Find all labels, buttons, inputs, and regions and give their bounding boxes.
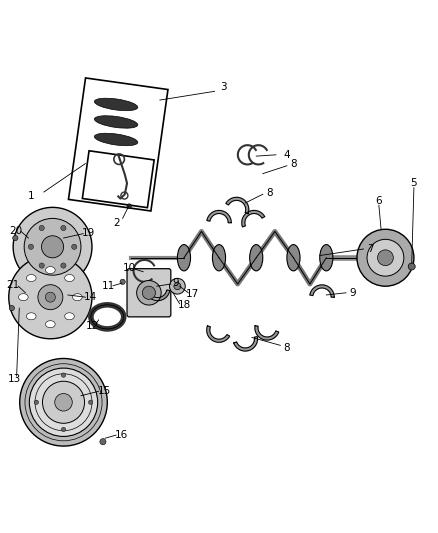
Circle shape xyxy=(88,400,93,405)
Text: 7: 7 xyxy=(367,244,374,254)
Ellipse shape xyxy=(73,294,82,301)
Circle shape xyxy=(71,244,77,249)
Ellipse shape xyxy=(65,313,74,320)
Polygon shape xyxy=(255,326,279,340)
Ellipse shape xyxy=(250,245,263,271)
Polygon shape xyxy=(207,211,231,223)
Ellipse shape xyxy=(320,245,333,271)
Circle shape xyxy=(378,250,393,265)
Text: 15: 15 xyxy=(98,386,111,396)
Circle shape xyxy=(24,219,81,275)
Text: 9: 9 xyxy=(172,278,179,288)
Text: 12: 12 xyxy=(85,321,99,330)
Circle shape xyxy=(61,225,66,231)
Circle shape xyxy=(9,255,92,339)
Circle shape xyxy=(39,225,44,231)
Text: 17: 17 xyxy=(186,289,199,298)
Circle shape xyxy=(137,280,161,305)
Circle shape xyxy=(42,381,85,423)
Polygon shape xyxy=(242,211,265,227)
Circle shape xyxy=(28,244,33,249)
Ellipse shape xyxy=(94,116,138,128)
Ellipse shape xyxy=(212,245,226,271)
Ellipse shape xyxy=(287,245,300,271)
Text: 21: 21 xyxy=(7,280,20,290)
Polygon shape xyxy=(234,337,258,351)
Ellipse shape xyxy=(94,98,138,111)
Text: 19: 19 xyxy=(82,228,95,238)
Circle shape xyxy=(29,368,98,437)
Circle shape xyxy=(61,373,66,377)
Text: 13: 13 xyxy=(8,374,21,384)
Text: 10: 10 xyxy=(123,263,136,273)
Ellipse shape xyxy=(46,321,55,328)
Text: 11: 11 xyxy=(102,281,115,291)
Ellipse shape xyxy=(18,294,28,301)
Circle shape xyxy=(127,204,131,208)
Ellipse shape xyxy=(46,266,55,273)
Text: 6: 6 xyxy=(375,196,382,206)
Ellipse shape xyxy=(65,274,74,281)
Circle shape xyxy=(61,263,66,268)
Text: 8: 8 xyxy=(266,188,273,198)
Circle shape xyxy=(34,400,39,405)
Circle shape xyxy=(55,393,72,411)
Circle shape xyxy=(13,236,18,241)
Circle shape xyxy=(142,286,155,300)
Circle shape xyxy=(100,439,106,445)
Text: 16: 16 xyxy=(115,430,128,440)
Circle shape xyxy=(46,292,55,302)
Polygon shape xyxy=(310,285,334,297)
Circle shape xyxy=(408,263,415,270)
Circle shape xyxy=(174,282,181,290)
Circle shape xyxy=(357,229,414,286)
Circle shape xyxy=(20,359,107,446)
Text: 3: 3 xyxy=(220,82,227,92)
Circle shape xyxy=(39,263,44,268)
FancyBboxPatch shape xyxy=(127,269,171,317)
Circle shape xyxy=(13,207,92,286)
Circle shape xyxy=(367,239,404,276)
Text: 1: 1 xyxy=(27,191,34,201)
Ellipse shape xyxy=(26,274,36,281)
Circle shape xyxy=(120,279,125,285)
Polygon shape xyxy=(207,326,230,342)
Text: 8: 8 xyxy=(290,159,297,168)
Ellipse shape xyxy=(94,133,138,146)
Polygon shape xyxy=(226,197,249,214)
Ellipse shape xyxy=(26,313,36,320)
Text: 8: 8 xyxy=(283,343,290,352)
Text: 20: 20 xyxy=(10,225,23,236)
Circle shape xyxy=(42,236,64,258)
Text: 18: 18 xyxy=(178,300,191,310)
Polygon shape xyxy=(145,288,170,301)
Text: 14: 14 xyxy=(84,292,97,302)
Circle shape xyxy=(9,305,14,311)
Ellipse shape xyxy=(177,245,191,271)
Text: 2: 2 xyxy=(113,217,120,228)
Text: 5: 5 xyxy=(410,178,417,188)
Circle shape xyxy=(38,285,63,310)
Text: 9: 9 xyxy=(349,288,356,298)
Circle shape xyxy=(61,427,66,432)
Circle shape xyxy=(170,278,185,294)
Text: 4: 4 xyxy=(283,150,290,160)
